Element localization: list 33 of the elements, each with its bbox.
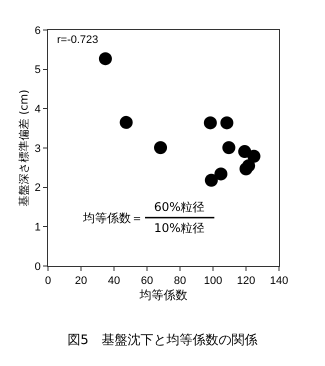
y-tick-label: 6 [34, 24, 41, 37]
y-tick-label: 4 [34, 104, 41, 116]
x-tick-label: 60 [140, 275, 154, 288]
text: 図5 基盤沈下と均等係数の関係 [67, 333, 258, 348]
point [214, 167, 228, 180]
y-tick-label: 2 [34, 182, 41, 194]
y-tick-label: 1 [34, 222, 41, 234]
x-tick-label: 100 [204, 275, 222, 288]
y-tick-label: 3 [34, 142, 41, 155]
x-tick-label: 140 [270, 275, 288, 288]
point [204, 116, 217, 130]
point [204, 174, 218, 187]
point [222, 141, 236, 154]
point [220, 116, 234, 130]
x-tick-label: 20 [74, 275, 88, 288]
annotation: r=-0.723 [57, 34, 98, 46]
point [154, 141, 168, 154]
y-tick-label: 5 [34, 64, 41, 76]
annotation: 60%粒径 [154, 200, 205, 214]
x-axis-title: 均等係数 [138, 288, 188, 302]
x-tick-label: 40 [108, 275, 120, 288]
point [120, 116, 133, 129]
x-tick-label: 120 [236, 275, 256, 288]
y-axis-title: 基盤深さ標準偏差 (cm) [17, 90, 30, 206]
point [98, 52, 112, 66]
x-tick-label: 80 [174, 275, 186, 288]
y-tick-label: 0 [34, 260, 41, 273]
point [240, 162, 252, 176]
annotation: 10%粒径 [154, 221, 205, 235]
point [247, 150, 260, 163]
annotation: 均等係数＝ [82, 211, 143, 225]
point [238, 145, 252, 158]
x-tick-label: 0 [44, 275, 52, 288]
